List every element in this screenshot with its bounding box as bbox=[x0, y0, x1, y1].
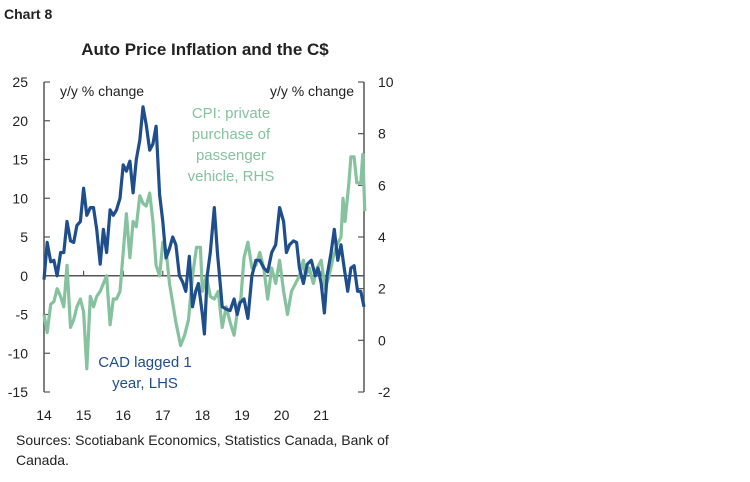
right-tick-label: -2 bbox=[378, 384, 391, 400]
annotation-cpi: vehicle, RHS bbox=[188, 168, 275, 185]
chart-label: Chart 8 bbox=[4, 6, 53, 22]
right-tick-label: 0 bbox=[378, 332, 386, 348]
chart-title: Auto Price Inflation and the C$ bbox=[81, 40, 329, 59]
right-axis-label: y/y % change bbox=[270, 83, 354, 99]
left-tick-label: 10 bbox=[12, 190, 28, 206]
x-tick-label: 18 bbox=[195, 407, 211, 423]
right-tick-label: 2 bbox=[378, 281, 386, 297]
left-tick-label: 25 bbox=[12, 74, 28, 90]
left-tick-label: -5 bbox=[16, 307, 29, 323]
annotation-cpi: purchase of bbox=[192, 126, 271, 143]
left-tick-label: -10 bbox=[8, 345, 28, 361]
annotation-cpi: passenger bbox=[196, 147, 266, 164]
left-tick-label: 15 bbox=[12, 152, 28, 168]
x-tick-label: 15 bbox=[76, 407, 92, 423]
right-tick-label: 8 bbox=[378, 126, 386, 142]
x-tick-label: 16 bbox=[115, 407, 131, 423]
right-tick-label: 10 bbox=[378, 74, 394, 90]
left-tick-label: 20 bbox=[12, 113, 28, 129]
x-tick-label: 21 bbox=[313, 407, 329, 423]
sources-note: Sources: Scotiabank Economics, Statistic… bbox=[16, 432, 389, 468]
series-line-cpi bbox=[42, 152, 367, 371]
annotation-cpi: CPI: private bbox=[192, 105, 270, 122]
x-tick-label: 17 bbox=[155, 407, 171, 423]
x-tick-label: 20 bbox=[274, 407, 290, 423]
left-tick-label: 0 bbox=[20, 268, 28, 284]
left-axis-label: y/y % change bbox=[60, 83, 144, 99]
annotation-cad: CAD lagged 1 bbox=[98, 354, 191, 371]
annotation-cad: year, LHS bbox=[112, 375, 178, 392]
left-tick-label: 5 bbox=[20, 229, 28, 245]
right-tick-label: 6 bbox=[378, 177, 386, 193]
right-tick-label: 4 bbox=[378, 229, 386, 245]
x-tick-label: 19 bbox=[234, 407, 250, 423]
x-tick-label: 14 bbox=[36, 407, 52, 423]
left-tick-label: -15 bbox=[8, 384, 28, 400]
series-line-cad bbox=[42, 105, 366, 336]
